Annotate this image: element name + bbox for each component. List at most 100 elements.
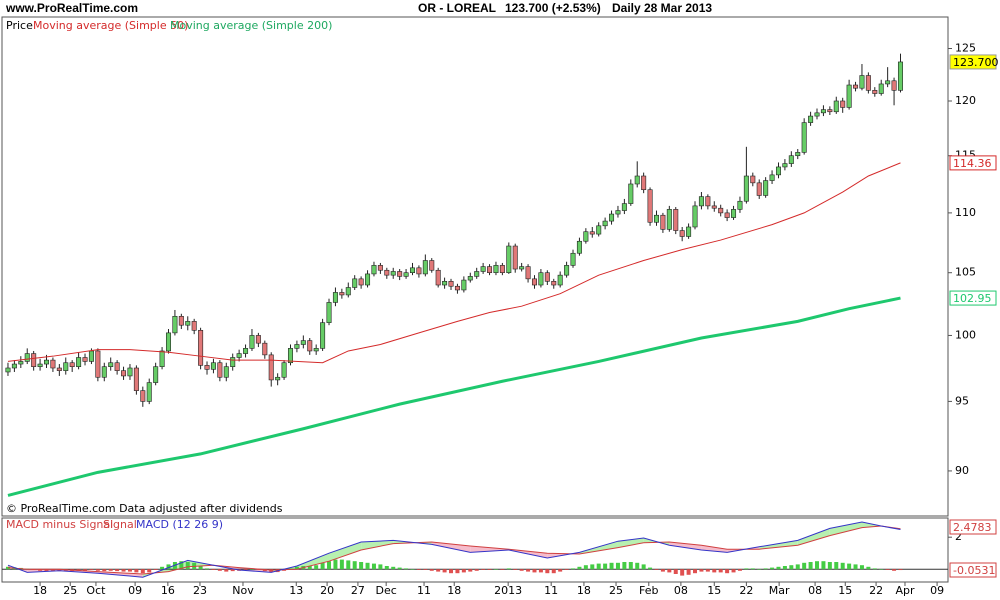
histogram-bar [757,569,762,570]
histogram-bar [371,563,376,570]
histogram-bar [821,561,826,570]
candle-body [365,273,371,286]
candle-body [679,230,685,237]
histogram-bar [538,569,543,573]
candle-body [448,281,454,287]
histogram-bar [429,569,434,571]
candle-body [634,175,640,185]
histogram-bar [628,562,633,570]
candle-body [583,231,589,242]
histogram-bar [693,569,698,574]
histogram-bar [442,569,447,573]
candle-body [268,354,274,381]
x-tick-label: 20 [320,584,334,597]
x-tick-label: 08 [808,584,822,597]
x-tick-label: 13 [289,584,303,597]
x-tick-label: Feb [639,584,658,597]
macd-label-box [949,519,997,535]
candle-body [429,260,435,271]
histogram-bar [481,569,486,570]
histogram-bar [654,569,659,570]
histogram-bar [622,562,627,570]
candle-body [153,366,159,383]
candle-body [692,205,698,228]
candle-body [557,274,563,286]
candle-body [339,292,345,296]
histogram-bar [416,569,421,570]
histogram-bar [262,569,267,572]
histogram-bar [673,569,678,574]
histogram-bar [590,564,595,570]
y-tick-label: 95 [955,394,969,407]
histogram-bar [230,569,235,572]
histogram-bar [879,569,884,570]
price-panel [1,16,949,517]
histogram-bar [763,568,768,570]
y-tick-label: 125 [955,42,976,55]
histogram-bar [493,569,498,570]
x-tick-label: 22 [739,584,753,597]
histogram-bar [211,569,216,570]
candle-body [275,376,281,381]
histogram-bar [217,569,222,571]
y-tick-label: 100 [955,328,976,341]
histogram-bar [269,569,274,573]
histogram-bar [660,569,665,572]
histogram-bar [898,569,903,571]
histogram-bar [712,569,717,573]
candle-body [737,200,743,210]
histogram-bar [577,566,582,570]
histogram-bar [564,569,569,570]
x-tick-label: 2013 [494,584,522,597]
x-tick-label: Nov [232,584,254,597]
candle-body [647,189,653,223]
candle-body [531,278,537,286]
candle-body [159,350,165,367]
legend-macd: MACD (12 26 9) [136,518,223,531]
macd-fill [797,528,830,546]
candle-body [544,272,550,282]
legend-signal: Signal [103,518,137,531]
candle-body [204,365,210,370]
candle-body [31,353,37,367]
x-tick-label: 25 [63,584,77,597]
x-tick-label: 22 [869,584,883,597]
candle-body [853,84,859,89]
candle-body [570,252,576,266]
x-tick-label: Mar [769,584,790,597]
x-tick-label: 23 [193,584,207,597]
ma-label: 114.36 [953,157,992,170]
candle-body [718,207,724,214]
histogram-bar [288,568,293,570]
histogram-bar [506,568,511,570]
candle-body [878,83,884,94]
price-label-box [949,54,997,70]
candle-body [18,361,24,365]
histogram-bar [840,562,845,570]
candle-body [416,267,422,275]
histogram-bar [815,561,820,570]
candle-body [859,75,865,89]
histogram-bar [397,567,402,570]
histogram-bar [808,562,813,570]
candle-body [24,353,30,362]
histogram-bar [859,565,864,570]
candle-body [210,362,216,370]
macd-fill [669,542,702,550]
candle-body [474,271,480,277]
histogram-bar [89,569,94,570]
ma-label-box [949,155,997,171]
candle-body [332,292,338,303]
x-tick-label: Apr [895,584,915,597]
histogram-bar [776,566,781,570]
candle-body [551,281,557,286]
histogram-bar [436,569,441,572]
candle-body [525,266,531,280]
histogram-bar [596,563,601,570]
candle-body [506,245,512,274]
histogram-bar [583,565,588,570]
x-tick-label: 15 [707,584,721,597]
histogram-bar [256,569,261,570]
candle-body [820,109,826,114]
histogram-bar [782,566,787,570]
